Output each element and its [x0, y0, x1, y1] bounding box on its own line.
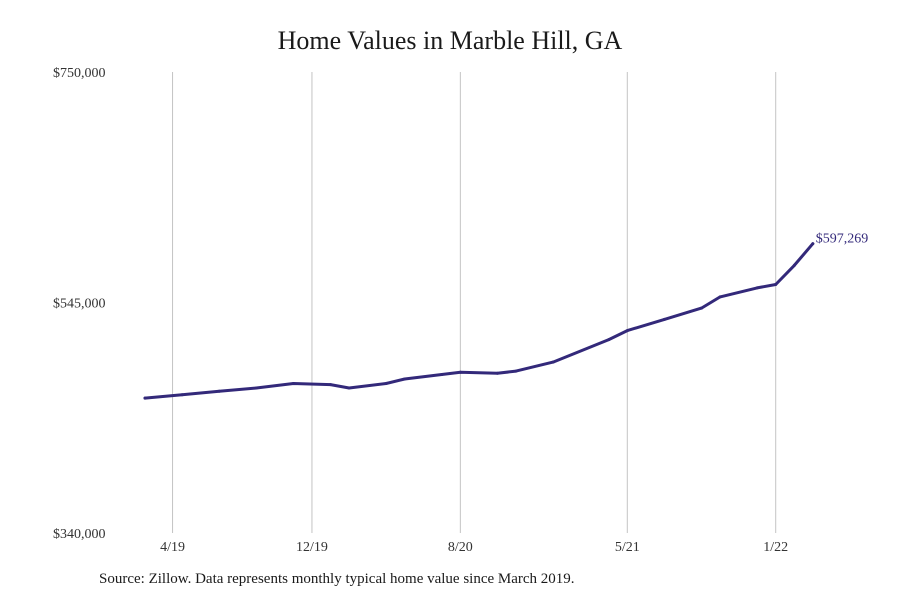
y-axis-tick-labels: $750,000 $545,000 $340,000 [53, 66, 106, 542]
data-point [440, 373, 444, 376]
data-point [755, 286, 759, 290]
y-tick-label: $340,000 [53, 527, 106, 542]
data-point [662, 317, 666, 321]
data-point [458, 370, 462, 374]
data-point [143, 396, 147, 400]
y-tick-label: $750,000 [53, 66, 106, 81]
y-tick-label: $545,000 [53, 297, 106, 312]
data-point [514, 369, 518, 373]
data-point [384, 382, 388, 385]
data-point [607, 338, 611, 342]
data-point [180, 393, 184, 397]
end-value-label: $597,269 [816, 232, 869, 247]
x-tick-label: 1/22 [763, 540, 788, 555]
data-point [625, 329, 629, 333]
data-point [718, 295, 722, 299]
series-line [143, 242, 815, 400]
source-note: Source: Zillow. Data represents monthly … [99, 571, 575, 587]
data-point [329, 383, 332, 387]
data-point [700, 306, 703, 310]
data-point [347, 386, 351, 390]
x-axis-tick-labels: 4/19 12/19 8/20 5/21 1/22 [160, 540, 788, 555]
series-group: $597,269 [143, 232, 869, 400]
chart-title: Home Values in Marble Hill, GA [277, 26, 623, 55]
x-tick-label: 5/21 [615, 540, 640, 555]
data-point [217, 389, 221, 393]
data-point [291, 382, 295, 385]
data-point [403, 377, 407, 381]
data-point [792, 263, 796, 267]
vertical-gridlines [172, 72, 777, 533]
data-point [774, 283, 778, 286]
x-tick-label: 4/19 [160, 540, 185, 555]
x-tick-label: 12/19 [296, 540, 328, 555]
data-point [551, 360, 555, 364]
x-tick-label: 8/20 [448, 540, 473, 555]
data-point [254, 386, 258, 390]
data-point [495, 371, 499, 375]
data-point [811, 242, 815, 246]
